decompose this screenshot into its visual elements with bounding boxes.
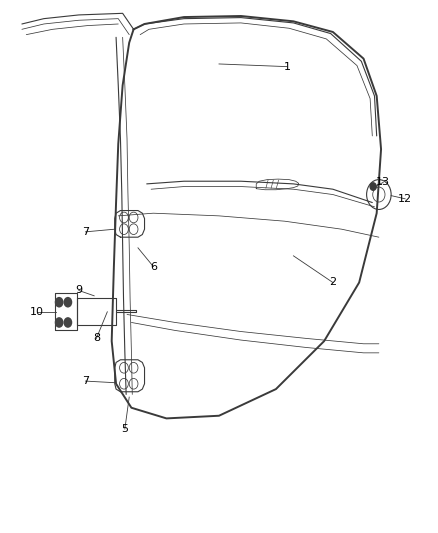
Text: 10: 10 <box>30 307 44 317</box>
Text: 13: 13 <box>376 177 390 187</box>
Circle shape <box>55 317 64 328</box>
Text: 8: 8 <box>93 334 100 343</box>
Text: 2: 2 <box>329 278 336 287</box>
Circle shape <box>64 297 72 308</box>
Text: 7: 7 <box>82 376 89 386</box>
Text: 5: 5 <box>121 424 128 434</box>
Circle shape <box>55 297 64 308</box>
Text: 9: 9 <box>75 286 82 295</box>
Text: 7: 7 <box>82 227 89 237</box>
Circle shape <box>370 183 376 190</box>
Text: 1: 1 <box>283 62 290 71</box>
Text: 6: 6 <box>150 262 157 271</box>
Text: 12: 12 <box>398 194 412 204</box>
Circle shape <box>64 317 72 328</box>
